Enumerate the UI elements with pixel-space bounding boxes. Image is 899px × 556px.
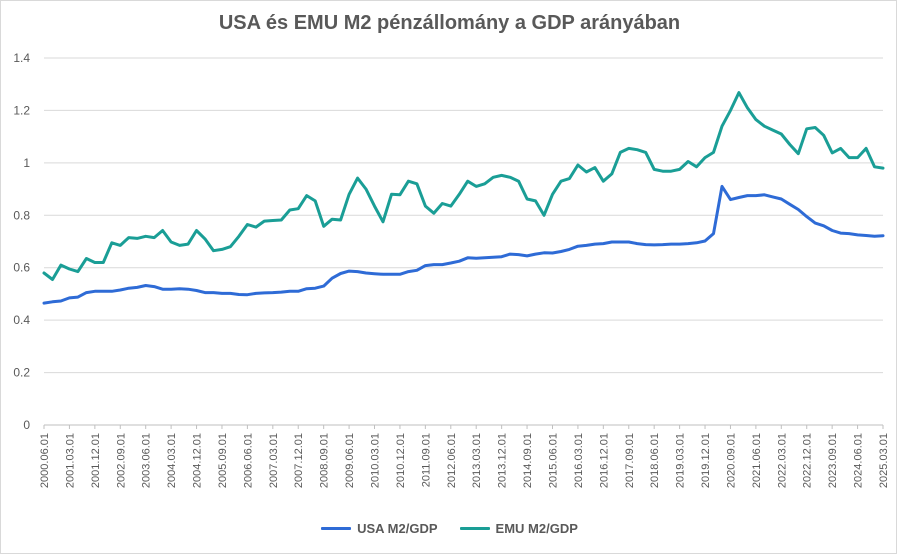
y-tick-label: 1.4	[13, 51, 30, 65]
x-tick-label: 2000.06.01	[39, 433, 51, 488]
x-tick-label: 2022.03.01	[776, 433, 788, 488]
x-tick-label: 2019.03.01	[675, 433, 687, 488]
series-line-usa	[42, 184, 885, 305]
x-tick-label: 2013.12.01	[497, 433, 509, 488]
x-tick-label: 2016.12.01	[598, 433, 610, 488]
x-tick-label: 2006.06.01	[242, 433, 254, 488]
x-tick-label: 2016.03.01	[573, 433, 585, 488]
x-tick-label: 2001.12.01	[90, 433, 102, 488]
x-tick-label: 2014.09.01	[522, 433, 534, 488]
x-tick-label: 2024.06.01	[853, 433, 865, 488]
y-tick-label: 0	[23, 418, 30, 432]
x-tick-label: 2025.03.01	[878, 433, 890, 488]
y-axis: 0 0.2 0.4 0.6 0.8 1 1.2 1.4	[13, 51, 30, 432]
y-tick-label: 1	[23, 156, 30, 170]
x-axis: 2000.06.01 2001.03.01 2001.12.01 2002.09.01…	[39, 425, 890, 488]
x-tick-label: 2015.06.01	[547, 433, 559, 488]
x-tick-label: 2002.09.01	[115, 433, 127, 488]
x-tick-label: 2023.09.01	[827, 433, 839, 488]
y-tick-label: 0.4	[13, 313, 30, 327]
legend-swatch-emu	[459, 527, 490, 530]
chart-title: USA és EMU M2 pénzállomány a GDP arányáb…	[218, 12, 681, 34]
x-tick-label: 2007.03.01	[268, 433, 280, 488]
y-tick-label: 0.6	[13, 261, 30, 275]
legend: USA M2/GDP EMU M2/GDP	[0, 521, 899, 536]
x-tick-label: 2009.06.01	[344, 433, 356, 488]
legend-item-emu: EMU M2/GDP	[459, 521, 578, 536]
series-lines	[42, 91, 885, 305]
legend-label-emu: EMU M2/GDP	[495, 521, 578, 536]
y-tick-label: 0.2	[13, 366, 30, 380]
x-tick-label: 2018.06.01	[649, 433, 661, 488]
legend-item-usa: USA M2/GDP	[321, 521, 438, 536]
y-tick-label: 1.2	[13, 103, 30, 117]
x-tick-label: 2004.03.01	[166, 433, 178, 488]
x-tick-label: 2017.09.01	[624, 433, 636, 488]
x-tick-label: 2003.06.01	[141, 433, 153, 488]
x-tick-label: 2001.03.01	[64, 433, 76, 488]
y-tick-label: 0.8	[13, 208, 30, 222]
x-tick-label: 2007.12.01	[293, 433, 305, 488]
x-tick-label: 2019.12.01	[700, 433, 712, 488]
x-tick-label: 2020.09.01	[725, 433, 737, 488]
legend-swatch-usa	[321, 527, 352, 530]
x-tick-label: 2021.06.01	[751, 433, 763, 488]
x-tick-label: 2011.09.01	[420, 433, 432, 487]
x-tick-label: 2013.03.01	[471, 433, 483, 488]
series-line-emu	[42, 91, 885, 281]
x-tick-label: 2004.12.01	[192, 433, 204, 488]
gridlines	[44, 57, 883, 426]
x-tick-label: 2008.09.01	[319, 433, 331, 488]
x-tick-label: 2010.03.01	[370, 433, 382, 488]
legend-label-usa: USA M2/GDP	[357, 521, 438, 536]
x-tick-label: 2012.06.01	[446, 433, 458, 488]
x-tick-label: 2022.12.01	[802, 433, 814, 488]
x-tick-label: 2010.12.01	[395, 433, 407, 488]
x-tick-label: 2005.09.01	[217, 433, 229, 488]
